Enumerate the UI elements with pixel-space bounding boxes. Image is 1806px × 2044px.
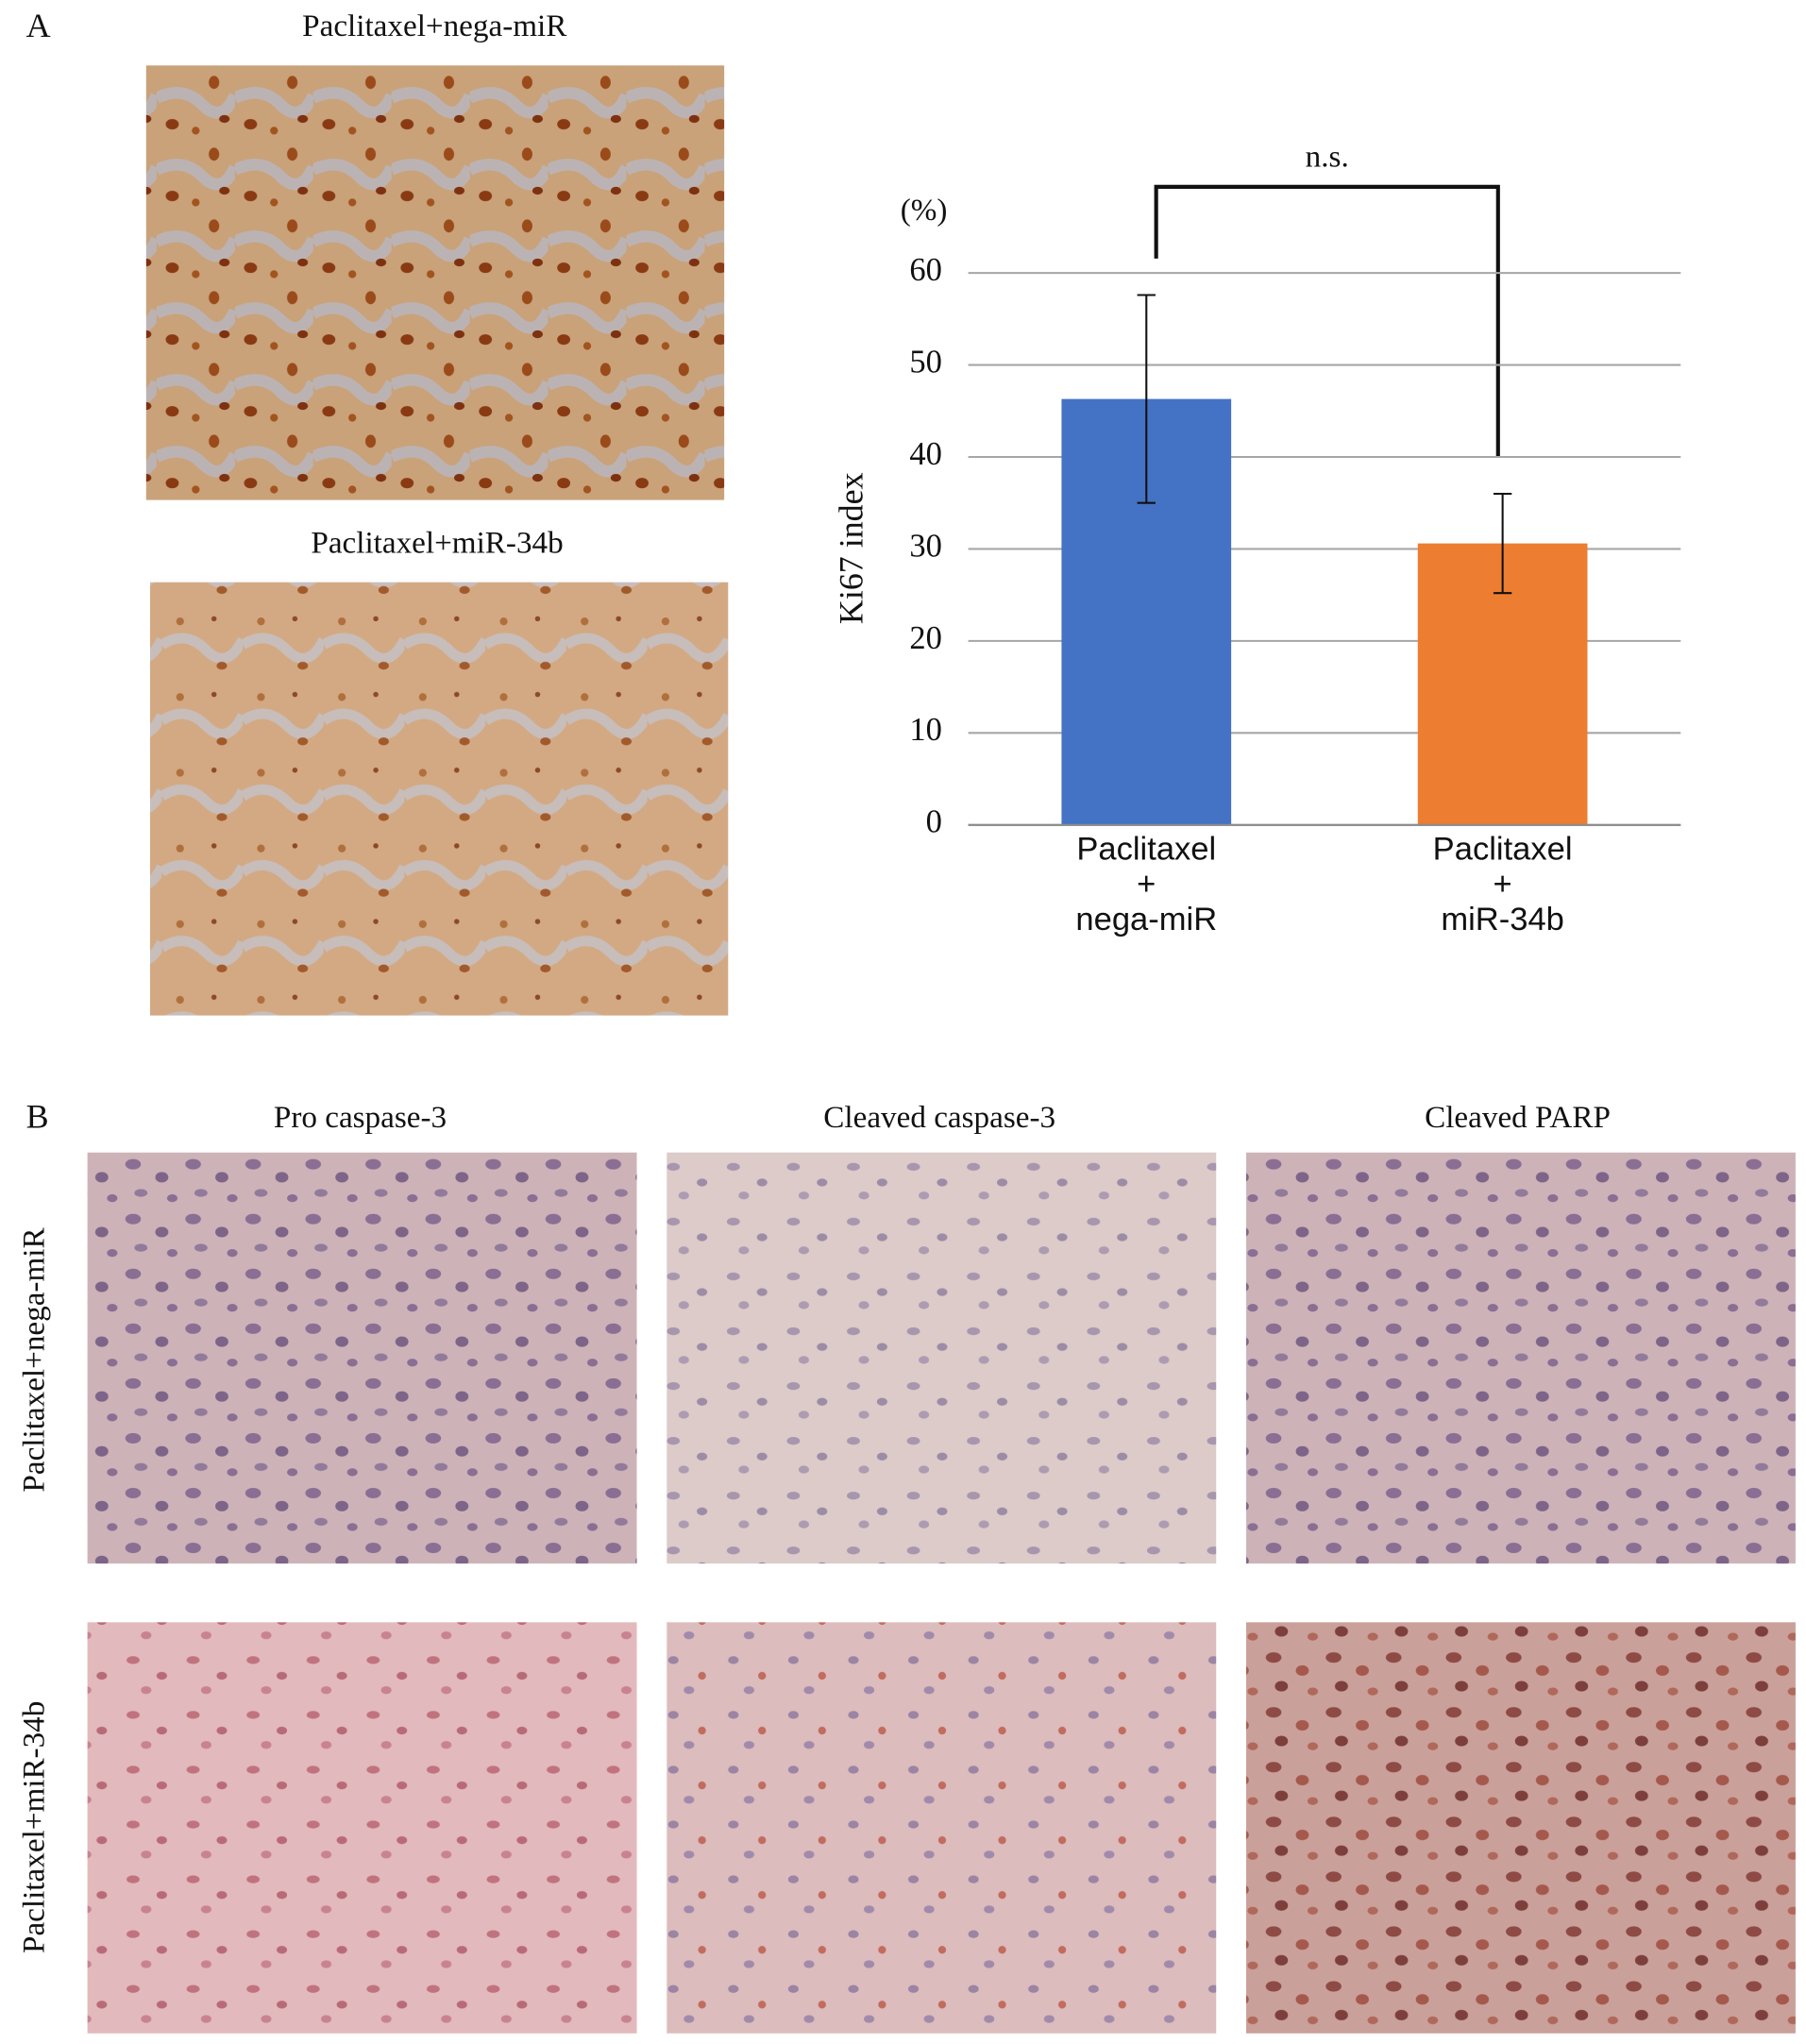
y-tick-label: 60 xyxy=(909,252,942,288)
panel-label: A xyxy=(26,7,51,44)
label-line: + xyxy=(1137,867,1156,903)
micrograph xyxy=(667,1152,1217,1564)
image-title: Paclitaxel+miR-34b xyxy=(311,526,563,561)
y-tick-label: 20 xyxy=(909,620,942,656)
y-tick-label: 0 xyxy=(926,804,942,840)
x-tick-label: Paclitaxel + miR-34b xyxy=(1433,832,1573,938)
significance-bracket xyxy=(1154,184,1500,457)
label-line: Paclitaxel xyxy=(1433,832,1573,868)
label-line: nega-miR xyxy=(1075,902,1217,938)
micrograph xyxy=(1246,1152,1796,1564)
panel-label: B xyxy=(26,1097,49,1135)
micrograph xyxy=(87,1622,637,2034)
row-title: Paclitaxel+nega-miR xyxy=(16,1227,51,1493)
significance-label: n.s. xyxy=(1306,139,1349,174)
label-line: Paclitaxel xyxy=(1076,832,1216,868)
y-unit: (%) xyxy=(901,193,948,228)
y-axis-label: Ki67 index xyxy=(833,472,870,624)
y-tick-label: 30 xyxy=(909,528,942,564)
y-tick-label: 10 xyxy=(909,712,942,748)
micrograph xyxy=(149,582,729,1016)
label-line: + xyxy=(1494,867,1512,903)
y-tick-label: 50 xyxy=(909,344,942,380)
column-title: Cleaved caspase-3 xyxy=(823,1100,1055,1135)
micrograph xyxy=(1246,1622,1796,2034)
x-tick-label: Paclitaxel + nega-miR xyxy=(1075,832,1217,938)
row-title: Paclitaxel+miR-34b xyxy=(16,1701,51,1953)
y-tick-label: 40 xyxy=(909,436,942,472)
label-line: miR-34b xyxy=(1441,902,1564,938)
image-title: Paclitaxel+nega-miR xyxy=(302,8,567,43)
micrograph xyxy=(87,1152,637,1564)
column-title: Pro caspase-3 xyxy=(274,1100,447,1135)
micrograph xyxy=(145,65,725,500)
column-title: Cleaved PARP xyxy=(1425,1100,1611,1135)
micrograph xyxy=(667,1622,1217,2034)
